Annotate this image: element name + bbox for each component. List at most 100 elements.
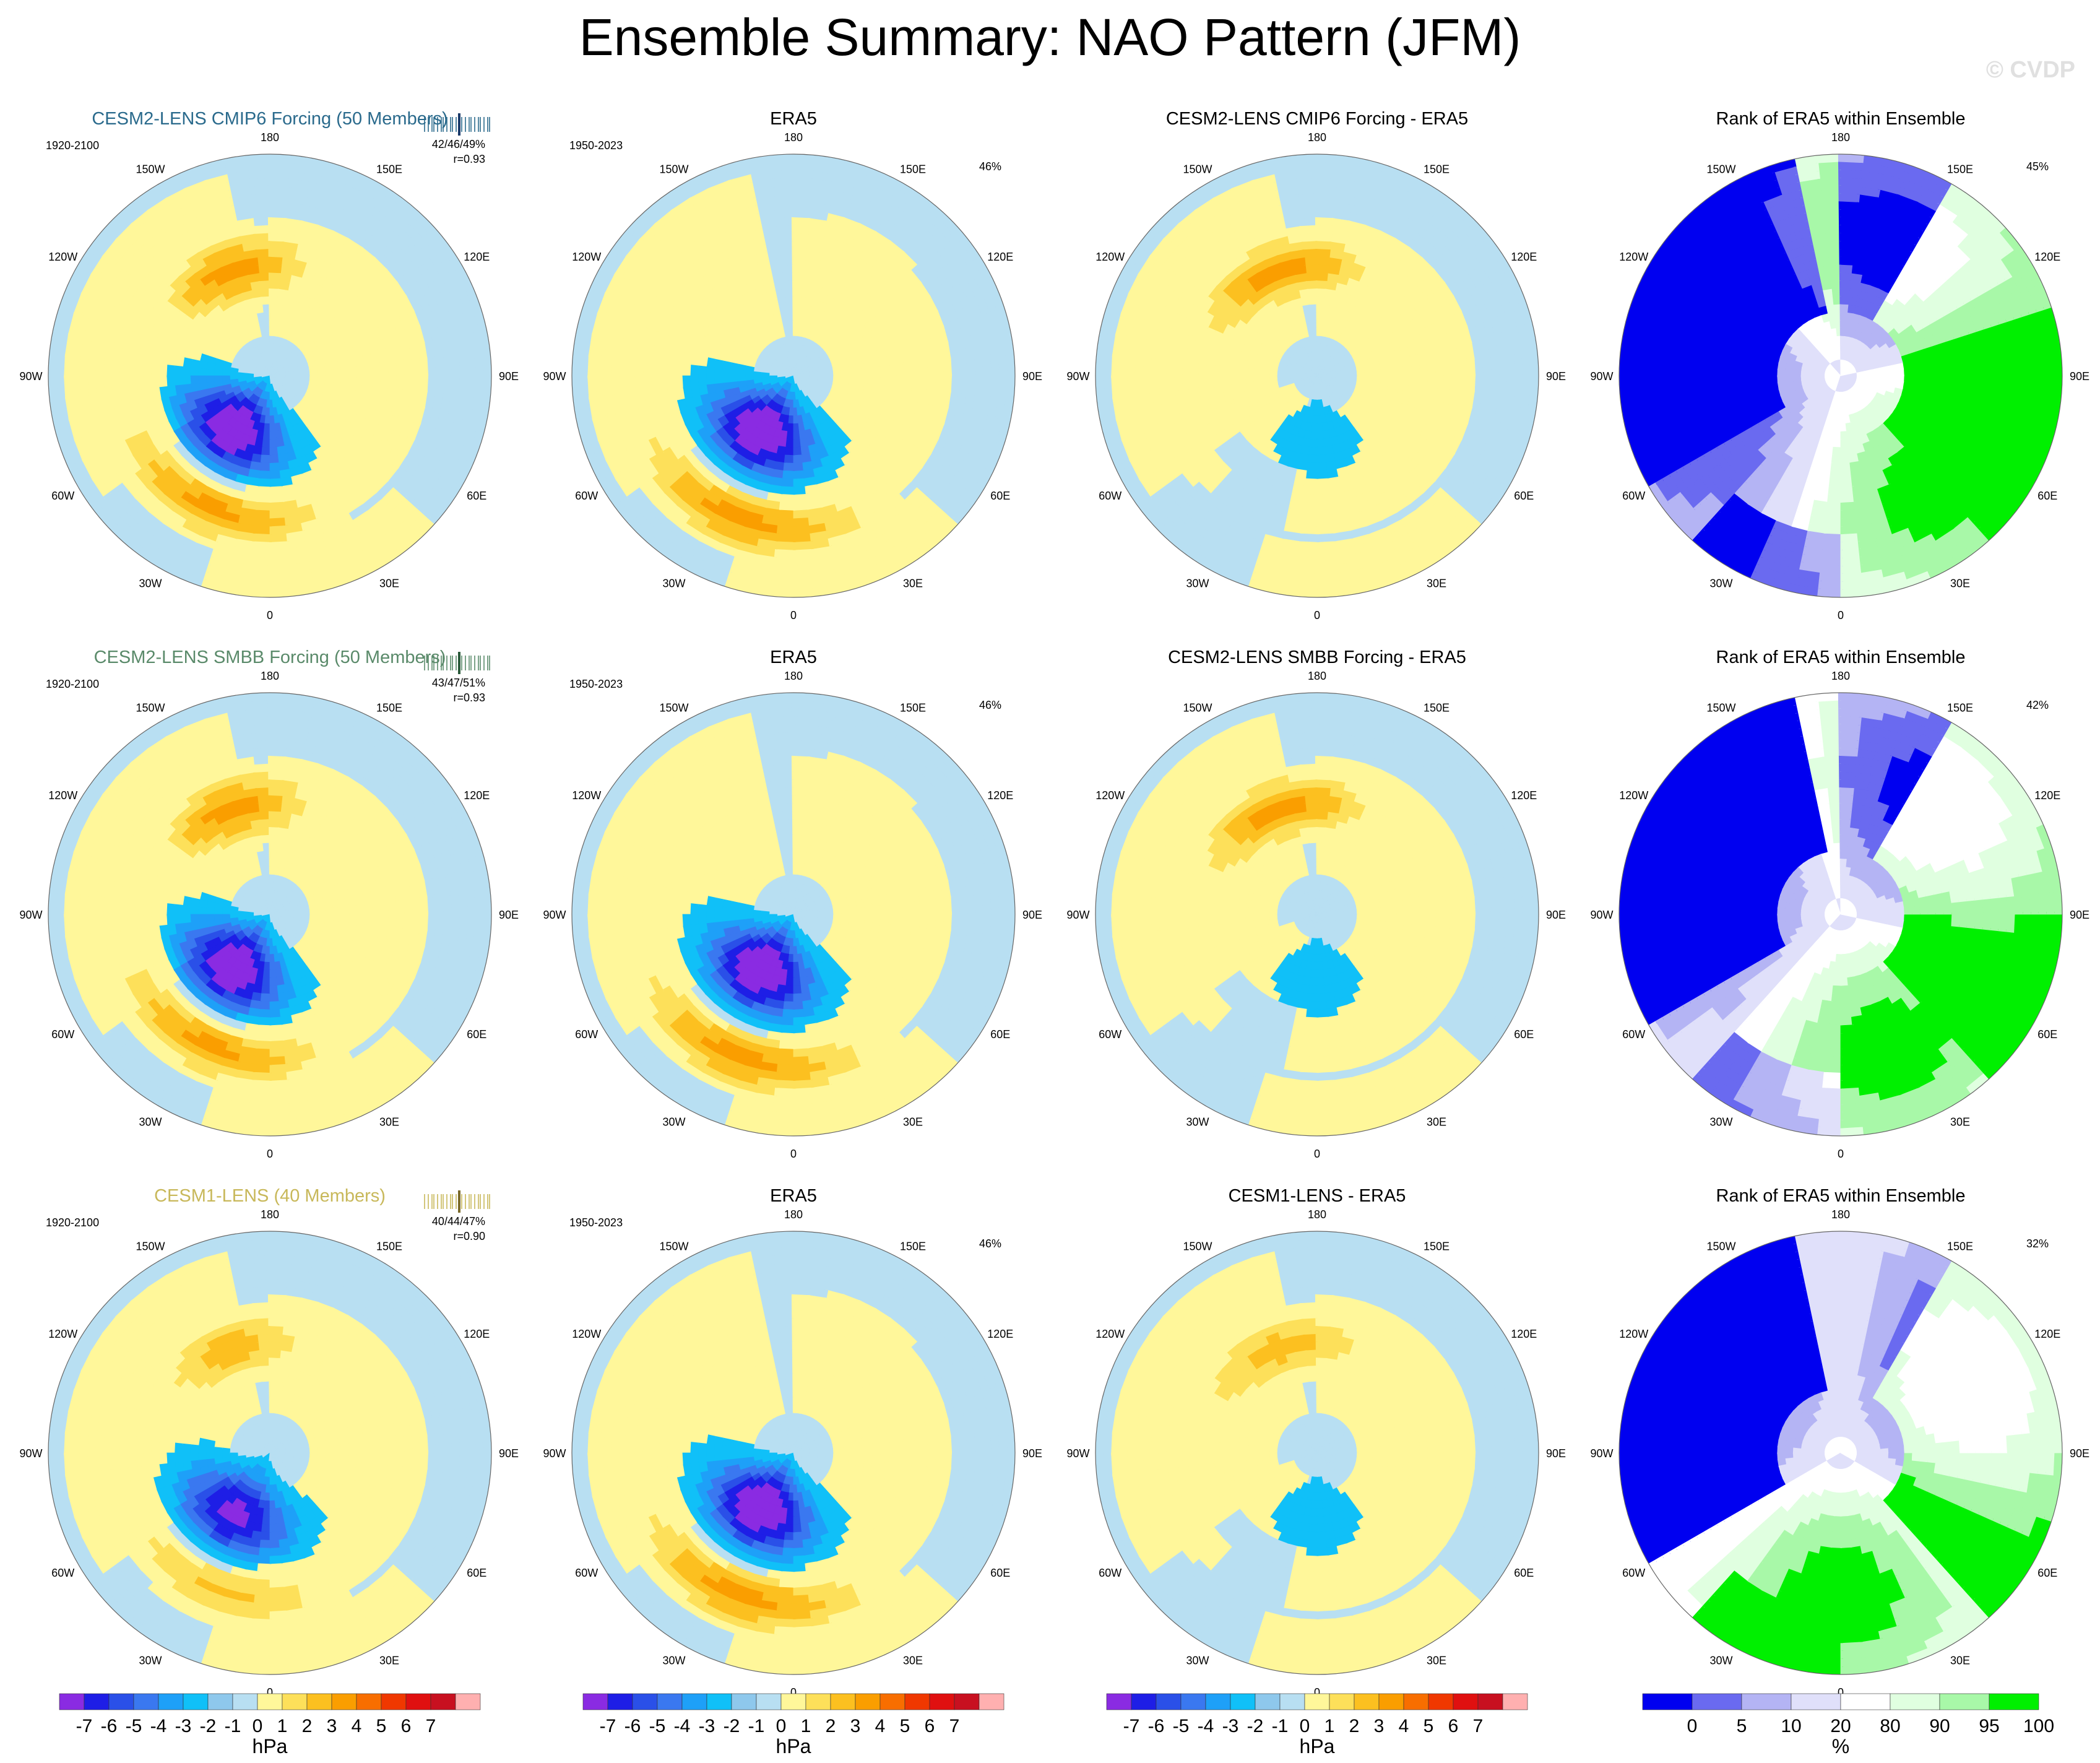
field-cell <box>982 373 992 397</box>
field-cell <box>777 233 794 243</box>
field-cell <box>356 374 365 386</box>
field-cell <box>248 185 270 196</box>
field-cell <box>792 264 806 274</box>
field-cell <box>418 357 429 376</box>
field-cell <box>776 225 794 235</box>
field-cell <box>1466 357 1476 376</box>
field-cell <box>770 587 797 597</box>
field-cell <box>958 355 968 376</box>
field-cell <box>269 524 288 535</box>
field-cell <box>793 556 816 566</box>
field-cell <box>627 375 637 396</box>
field-cell <box>1300 233 1318 243</box>
map-panel-r1c3: 180150E120E90E60E30E030W60W90W120W150WCE… <box>1066 109 1566 622</box>
field-cell <box>87 375 97 397</box>
field-cell <box>1190 362 1199 378</box>
field-cell <box>793 517 811 527</box>
field-cell <box>792 272 805 282</box>
field-cell <box>792 280 804 290</box>
field-cell <box>443 373 452 396</box>
field-cell <box>1297 201 1318 211</box>
field-cell <box>1166 360 1176 378</box>
field-cell <box>792 296 802 305</box>
field-cell <box>269 564 293 574</box>
field-cell <box>1372 375 1381 383</box>
field-cell <box>871 375 881 386</box>
field-cell <box>1427 374 1437 389</box>
field-cell <box>443 354 452 376</box>
field-cell <box>301 375 310 381</box>
field-cell <box>990 373 1000 398</box>
field-cell <box>1297 557 1320 566</box>
field-cell <box>1295 572 1320 582</box>
field-cell <box>1316 312 1324 321</box>
field-cell <box>790 154 817 164</box>
field-cell <box>832 375 842 381</box>
field-cell <box>793 572 818 582</box>
period-label: 1920-2100 <box>46 139 99 152</box>
field-cell <box>935 374 944 392</box>
pc-stat-label: 42/46/49% <box>432 138 485 150</box>
variance-label: 46% <box>979 160 1001 173</box>
field-cell <box>782 470 795 479</box>
field-cell <box>792 288 803 298</box>
field-cell <box>778 509 795 519</box>
field-cell <box>634 375 645 394</box>
lon-label: 120W <box>48 251 77 263</box>
field-cell <box>434 373 444 394</box>
field-cell <box>788 415 795 424</box>
field-cell <box>316 375 326 382</box>
field-cell <box>259 470 272 479</box>
field-cell <box>950 356 960 376</box>
field-cell <box>745 370 754 377</box>
field-cell <box>458 352 469 376</box>
field-cell <box>1103 353 1113 379</box>
field-cell <box>793 344 797 353</box>
field-cell <box>595 355 605 378</box>
lon-label: 150W <box>659 163 688 176</box>
field-cell <box>840 375 849 382</box>
field-cell <box>1466 373 1476 393</box>
field-cell <box>1316 572 1341 582</box>
field-cell <box>1312 407 1318 416</box>
field-cell <box>1315 280 1328 290</box>
field-cell <box>1315 193 1337 203</box>
lon-label: 90E <box>499 370 519 383</box>
field-cell <box>1134 375 1145 397</box>
map-panel-r1c1: 180150E120E90E60E30E030W60W90W120W150WCE… <box>19 109 519 622</box>
field-cell <box>627 358 637 378</box>
field-cell <box>265 407 271 416</box>
field-cell <box>792 304 802 313</box>
field-cell <box>1118 375 1129 399</box>
field-cell <box>268 280 280 290</box>
field-cell <box>71 355 82 378</box>
field-cell <box>111 358 121 378</box>
field-cell <box>1294 177 1318 188</box>
field-cell <box>770 177 794 188</box>
field-cell <box>1182 361 1191 378</box>
field-cell <box>103 375 113 396</box>
field-cell <box>792 327 799 337</box>
map-panel-r1c2: 180150E120E90E60E30E030W60W90W120W150WER… <box>543 109 1042 622</box>
lon-label: 180 <box>784 131 803 144</box>
field-cell <box>269 556 292 566</box>
field-cell <box>1316 320 1323 329</box>
field-cell <box>1198 363 1208 378</box>
field-cell <box>1299 225 1318 235</box>
field-cell <box>1348 375 1357 381</box>
field-cell <box>268 225 286 235</box>
field-cell <box>792 241 808 250</box>
field-cell <box>879 374 889 386</box>
field-cell <box>257 477 272 487</box>
field-cell <box>268 264 282 274</box>
field-cell <box>793 548 815 558</box>
lon-label: 90W <box>19 370 42 383</box>
field-cell <box>927 359 936 376</box>
field-cell <box>1111 353 1121 378</box>
field-cell <box>1126 375 1137 398</box>
field-cell <box>267 154 293 164</box>
field-cell <box>143 362 152 378</box>
field-cell <box>776 532 796 542</box>
field-cell <box>1498 373 1508 396</box>
field-cell <box>1095 352 1105 379</box>
